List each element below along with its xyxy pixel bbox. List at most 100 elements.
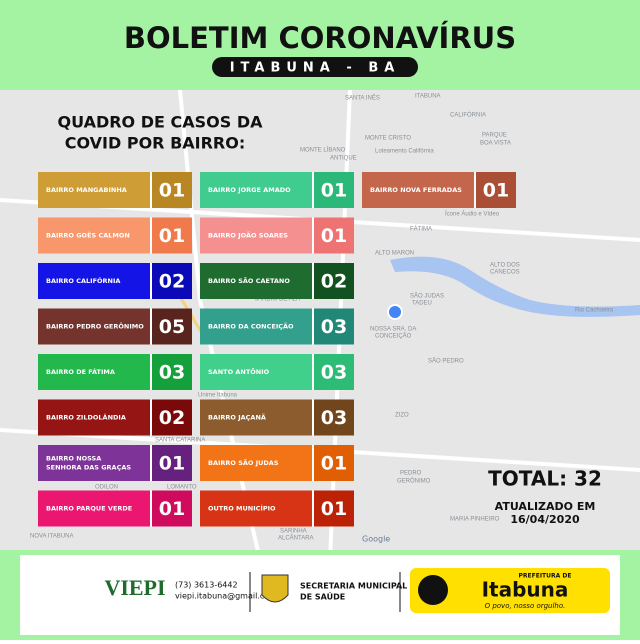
card-label-bg (38, 217, 150, 254)
map-label: SANTA CATARINA (155, 438, 205, 444)
card-name: BAIRRO MANGABINHA (46, 186, 127, 194)
prefeitura-label: PREFEITURA DE (519, 573, 572, 580)
card-number-bg (314, 490, 354, 527)
map-label: CANECOS (490, 270, 520, 276)
card-number-bg (314, 217, 354, 254)
map-label: ITABUNA (415, 94, 441, 100)
map-label: CONCEIÇÃO (375, 333, 412, 340)
map-label: ZIZO (395, 413, 409, 419)
card-name: BAIRRO CALIFÓRNIA (46, 276, 120, 285)
card-label-bg (200, 445, 312, 481)
map-label: SÃO JUDAS (410, 293, 444, 300)
card-number-bg (152, 445, 192, 481)
card-count: 01 (321, 453, 347, 475)
map-label: FÁTIMA (410, 226, 432, 233)
card-label-bg (200, 263, 312, 299)
card-name: BAIRRO SÃO JUDAS (208, 458, 279, 467)
map-label: ALTO MARON (375, 251, 414, 257)
card-number-bg (314, 308, 354, 345)
card-name: BAIRRO NOSSA SENHORA DAS GRAÇAS (46, 455, 131, 472)
card-number-bg (152, 490, 192, 527)
coat-of-arms (261, 574, 289, 603)
card-label-bg (200, 354, 312, 390)
card-count: 01 (321, 225, 347, 247)
card-number-bg (476, 172, 516, 208)
prefeitura-badge (410, 568, 610, 613)
card-count: 01 (321, 498, 347, 520)
card-number-bg (314, 263, 354, 299)
map-labels: SANTA INÊS ITABUNA CALIFÓRNIA MONTE CRIS… (30, 94, 614, 544)
card-number-bg (152, 263, 192, 299)
card-number-bg (314, 399, 354, 436)
map-label: CALIFÓRNIA (450, 112, 486, 119)
city: Itabuna (482, 578, 569, 602)
card-number-bg (314, 445, 354, 481)
card-name: BAIRRO NOVA FERRADAS (370, 186, 462, 194)
card-name: BAIRRO GOÊS CALMON (46, 231, 130, 240)
card-name: BAIRRO JOÃO SOARES (208, 231, 288, 240)
card-label-bg (38, 308, 150, 345)
card-name: OUTRO MUNICÍPIO (208, 504, 276, 513)
card-label-bg (38, 172, 150, 208)
map-label: SARINHA (280, 529, 307, 535)
river (390, 256, 640, 317)
card-count: 01 (483, 180, 509, 202)
card-count: 02 (159, 271, 185, 293)
card-name: BAIRRO PARQUE VERDE (46, 505, 132, 513)
card-count: 02 (321, 271, 347, 293)
subtitle-pill (212, 57, 418, 77)
card-label-bg (200, 399, 312, 436)
card-name: BAIRRO JORGE AMADO (208, 186, 291, 194)
card-label-bg (38, 263, 150, 299)
heading: QUADRO DE CASOS DA (57, 113, 263, 132)
map-label: MARIA PINHEIRO (450, 517, 500, 523)
map-label: ODILON (95, 485, 118, 491)
card-number-bg (152, 399, 192, 436)
map-label: SÃO PEDRO (428, 358, 464, 365)
map-label: MONTE CRISTO (365, 136, 411, 142)
card-number-bg (152, 217, 192, 254)
card-number-bg (314, 172, 354, 208)
map-label: ALCÂNTARA (278, 535, 314, 542)
card-count: 01 (321, 180, 347, 202)
prefeitura-icon (418, 575, 448, 605)
updated: ATUALIZADO EM (495, 500, 596, 513)
card-name: BAIRRO JAÇANÃ (208, 413, 266, 422)
subtitle: ITABUNA - BA (230, 61, 401, 76)
card-label-bg (38, 445, 150, 481)
map-label: PARQUE (482, 133, 507, 139)
map-label: JARDIM DE ALA (255, 297, 300, 303)
card-name: BAIRRO PEDRO GERÔNIMO (46, 322, 144, 331)
card-name: BAIRRO DE FÁTIMA (46, 367, 115, 376)
card-name: BAIRRO ZILDOLÂNDIA (46, 413, 126, 422)
updated: 16/04/2020 (510, 513, 580, 526)
map-label: Ícone Áudio e Vídeo (445, 211, 500, 218)
title: BOLETIM CORONAVÍRUS (124, 21, 516, 55)
map-label: TADEU (412, 301, 432, 307)
map-label: SANTA INÊS (345, 94, 380, 102)
card-name: BAIRRO DA CONCEIÇÃO (208, 322, 294, 331)
heading: COVID POR BAIRRO: (65, 134, 246, 153)
map-label: BOA VISTA (480, 141, 511, 147)
card-count: 05 (159, 316, 185, 338)
phone: (73) 3613-6442 (175, 581, 238, 590)
cards: BAIRRO MANGABINHA 01 BAIRRO GOÊS CALMON 01 B… (38, 172, 516, 527)
card-number-bg (314, 354, 354, 390)
card-count: 03 (321, 407, 347, 429)
map-label: GERÔNIMO (397, 478, 431, 485)
map-label: Rio Cachoeira (575, 308, 614, 314)
map-label: Google (362, 535, 390, 544)
map-label: NOSSA SRA. DA (370, 327, 416, 333)
email: viepi.itabuna@gmail.com (175, 592, 277, 601)
total: TOTAL: 32 (488, 467, 602, 491)
map-label: NOVA ITABUNA (30, 534, 73, 540)
card-label-bg (38, 490, 150, 527)
card-label-bg (38, 399, 150, 436)
map-label: Loteamento Califórnia (375, 149, 434, 155)
card-label-bg (362, 172, 474, 208)
card-label-bg (200, 217, 312, 254)
slogan: O povo, nosso orgulho. (485, 602, 566, 610)
card-count: 01 (159, 498, 185, 520)
map-label: MONTE LÍBANO (300, 147, 346, 154)
